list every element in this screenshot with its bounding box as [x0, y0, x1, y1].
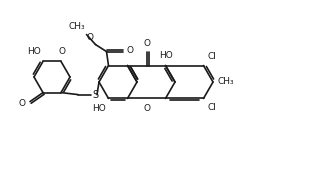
Text: O: O [143, 104, 150, 113]
Text: HO: HO [92, 104, 106, 113]
Text: O: O [86, 33, 93, 42]
Text: HO: HO [27, 47, 41, 56]
Text: O: O [59, 47, 66, 56]
Text: S: S [92, 90, 98, 100]
Text: O: O [127, 46, 134, 55]
Text: O: O [144, 39, 151, 48]
Text: HO: HO [159, 51, 174, 60]
Text: Cl: Cl [207, 52, 216, 61]
Text: CH₃: CH₃ [69, 22, 85, 31]
Text: O: O [19, 99, 26, 108]
Text: Cl: Cl [207, 103, 216, 112]
Text: CH₃: CH₃ [218, 78, 234, 86]
